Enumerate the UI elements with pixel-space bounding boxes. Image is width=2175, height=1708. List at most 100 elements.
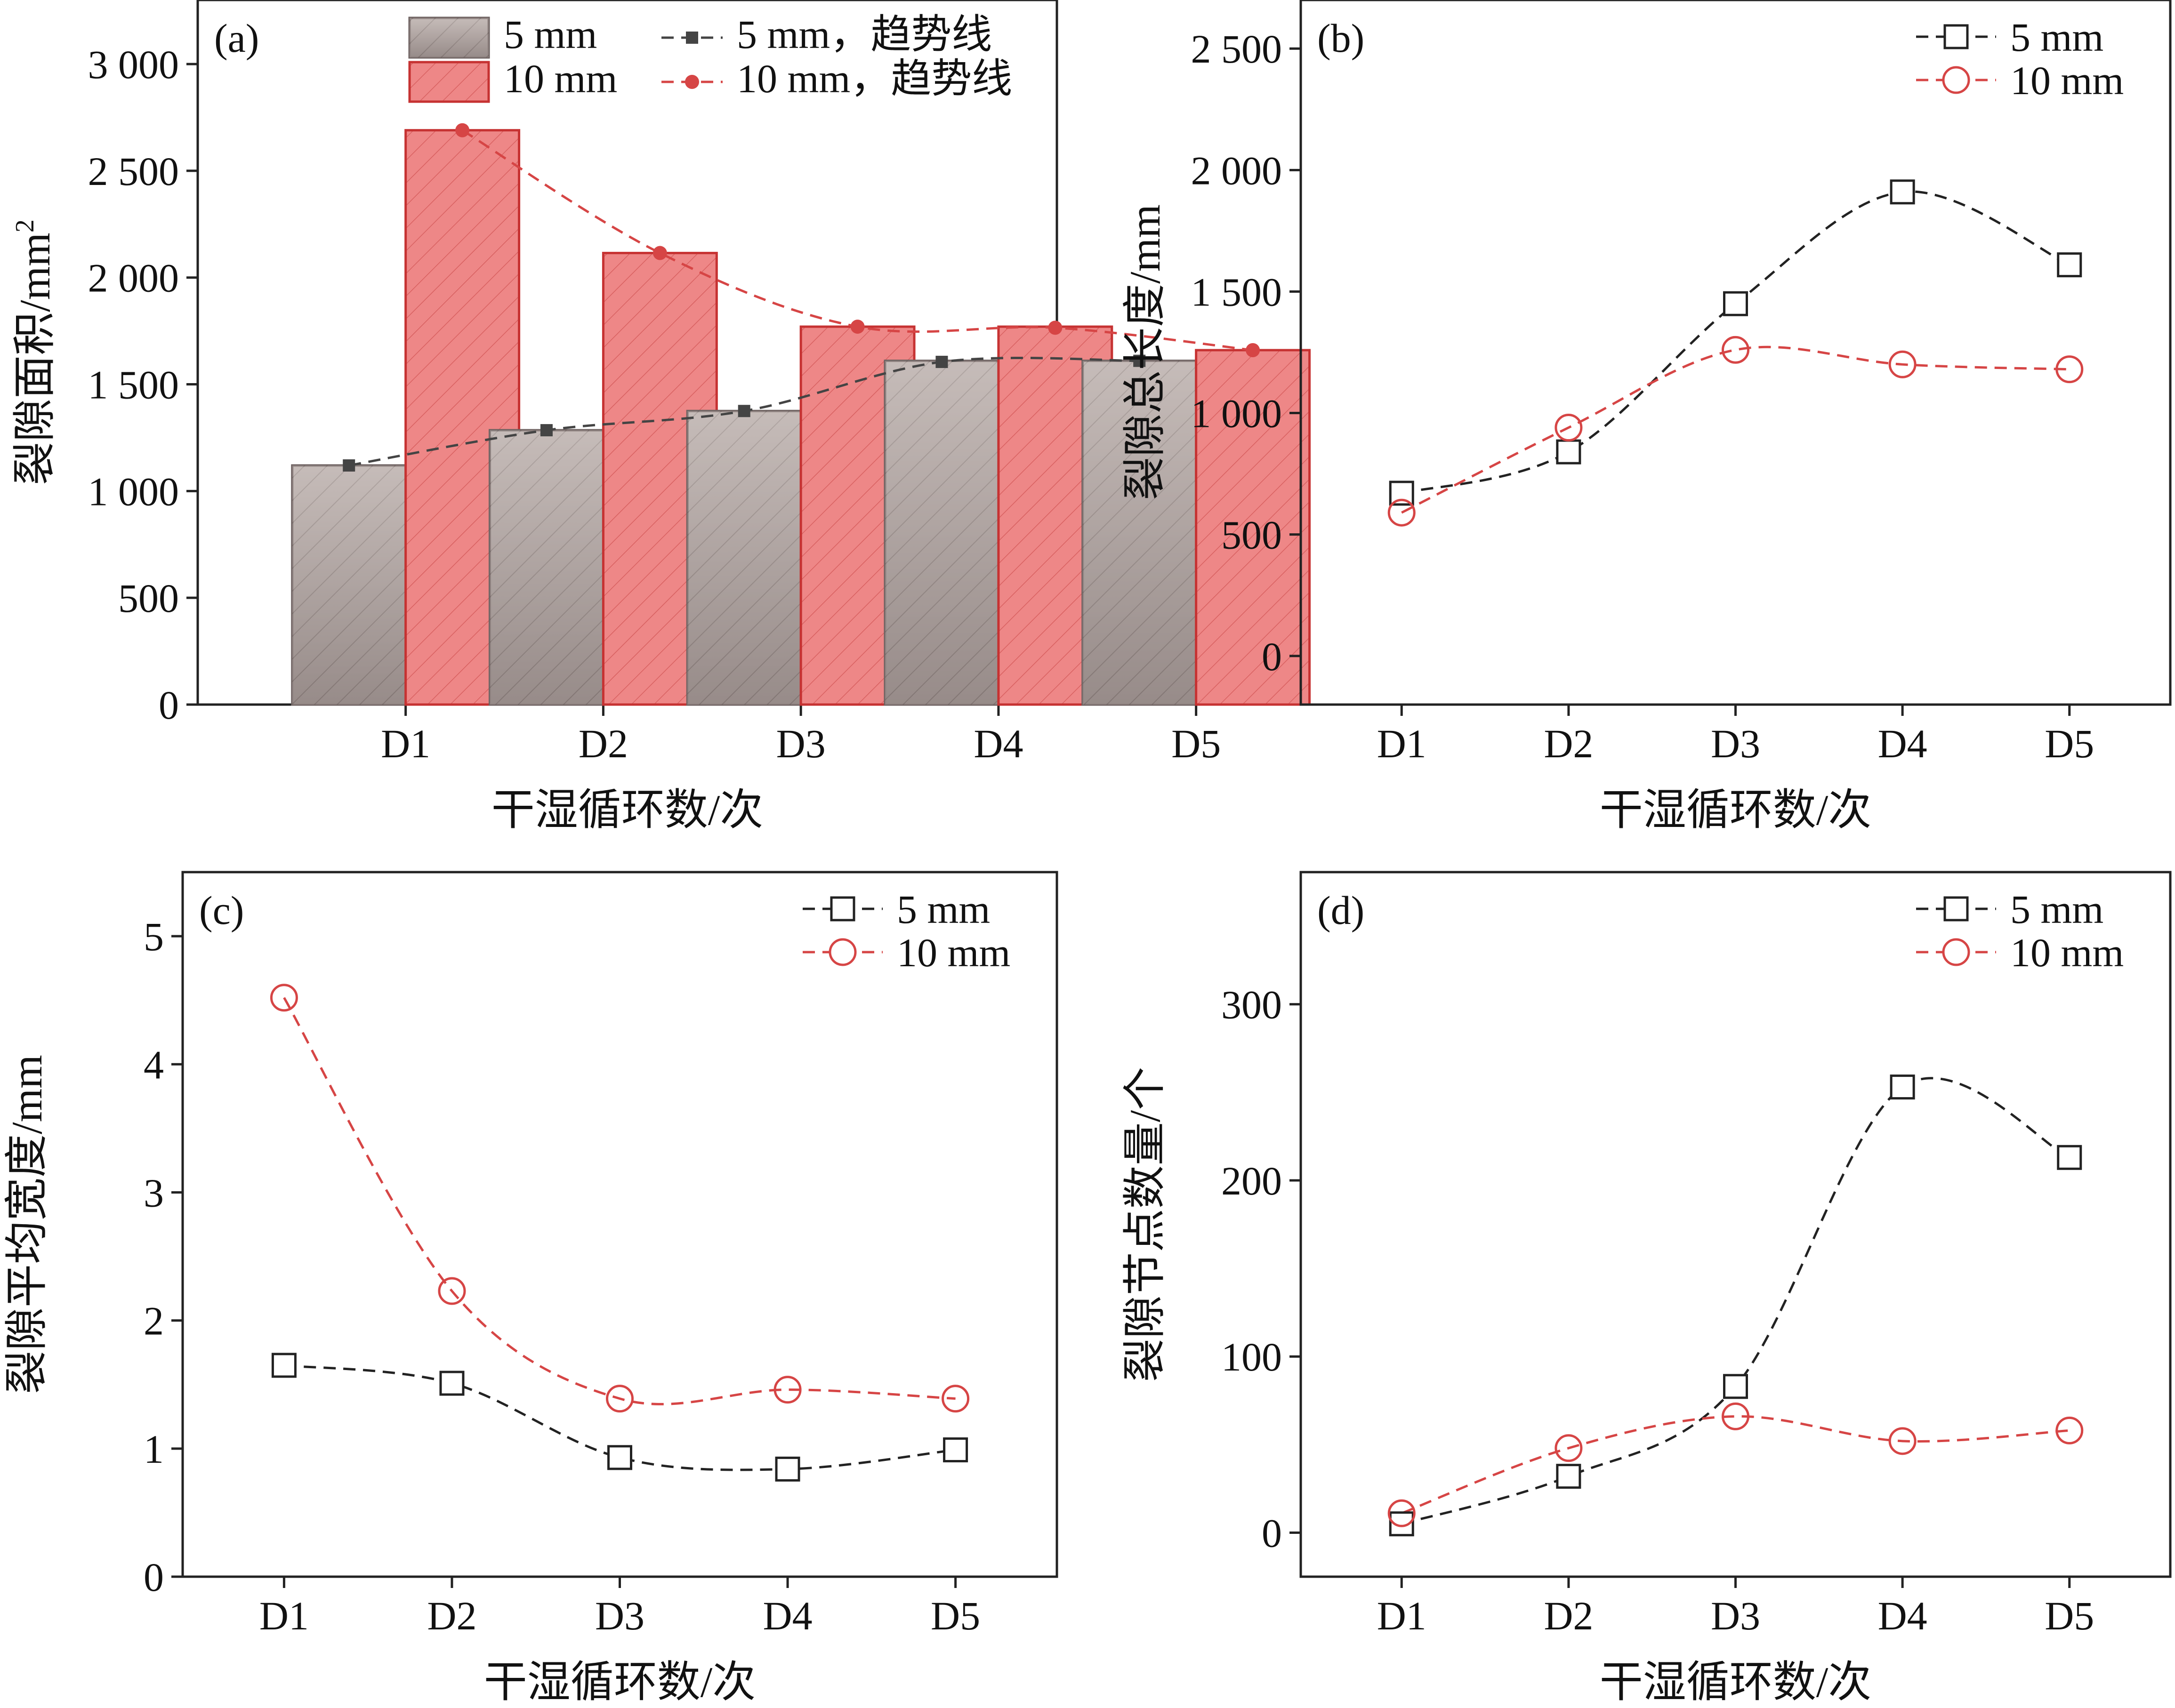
point-10mm-D4 [1888,1427,1917,1455]
x-tick-label: D1 [1377,1593,1426,1638]
axes-frame [1299,871,2172,1578]
x-tick-label: D1 [1377,721,1426,766]
x-tick-label: D3 [776,721,826,766]
x-tick-label: D3 [595,1593,644,1638]
legend-swatch-5mm-hatch [410,18,489,57]
legend-marker-10mm [1942,938,1970,966]
x-tick-label: D4 [974,721,1023,766]
y-tick-label: 0 [159,682,179,728]
y-tick-label: 200 [1221,1158,1282,1203]
y-axis-title-text: 裂隙平均宽度/mm [3,1055,51,1394]
x-tick-label: D2 [579,721,628,766]
y-tick-label: 5 [144,914,164,959]
x-tick-label: D1 [381,721,430,766]
point-10mm-D4 [1888,350,1917,378]
point-5mm-D4 [775,1456,800,1482]
point-10mm-D2 [438,1277,466,1305]
x-axis-title: 干湿循环数/次 [491,786,764,834]
panel-label: (c) [199,888,244,933]
legend-label-trend-5mm: 5 mm，趋势线 [737,12,992,57]
x-tick-label: D3 [1711,1593,1760,1638]
point-10mm-D1 [1387,1499,1416,1527]
trend-point-10mm-D1 [455,123,470,137]
panel-label: (b) [1317,16,1364,61]
legend-label-10mm: 10 mm [2010,58,2124,103]
y-tick-label: 0 [1262,1510,1282,1556]
point-5mm-D4 [1890,179,1915,205]
fit-line-10mm [283,997,956,1405]
legend-label-5mm: 5 mm [504,12,597,57]
fit-line-5mm [1401,1077,2070,1525]
legend-label-10mm: 10 mm [897,930,1010,975]
x-tick-label: D5 [2045,721,2094,766]
y-tick-label: 1 000 [1191,391,1282,436]
y-axis-title-text: 裂隙总长度/mm [1121,204,1169,500]
y-tick-label: 0 [1262,634,1282,679]
bar-5mm-hatch-D3 [687,411,801,705]
x-axis-title: 干湿循环数/次 [1600,1658,1872,1706]
y-tick-label: 2 000 [88,256,179,301]
y-axis-title: 裂隙总长度/mm [1121,204,1169,500]
axes-frame [1299,0,2172,706]
point-5mm-D5 [2057,252,2082,278]
point-5mm-D3 [1723,291,1748,316]
trend-point-5mm-D1 [343,459,355,472]
point-5mm-D5 [2057,1145,2082,1170]
point-10mm-D5 [942,1385,970,1413]
y-tick-label: 0 [144,1555,164,1600]
y-tick-label: 1 [144,1427,164,1472]
point-10mm-D4 [773,1376,802,1404]
point-5mm-D5 [943,1437,968,1463]
y-tick-label: 3 [144,1170,164,1215]
point-5mm-D4 [1890,1075,1915,1100]
trend-point-5mm-D2 [540,424,553,437]
y-tick-label: 1 500 [1191,269,1282,314]
legend-marker-10mm [1942,66,1970,94]
y-tick-label: 500 [118,576,179,621]
y-axis-title: 裂隙面积/mm2 [10,219,59,485]
axes-frame [181,871,1058,1578]
bar-5mm-hatch-D2 [490,430,604,705]
y-tick-label: 3 000 [88,42,179,87]
trend-point-5mm-D5 [1133,354,1146,367]
point-10mm-D5 [2055,355,2084,384]
panel-b: 0 500 1 000 1 500 2 000 2 500 D1 D2 D3 D4 D5 干湿循环数/… [1121,0,2172,834]
point-5mm-D1 [1389,481,1414,506]
x-tick-label: D5 [2045,1593,2094,1638]
y-tick-label: 2 500 [88,149,179,194]
legend-marker-5mm [1943,24,1969,49]
point-5mm-D3 [607,1445,632,1470]
x-tick-label: D5 [931,1593,980,1638]
y-tick-label: 500 [1221,513,1282,558]
point-5mm-D2 [1556,1464,1581,1489]
legend-label-5mm: 5 mm [897,887,990,932]
point-5mm-D2 [1556,439,1581,465]
y-tick-label: 2 500 [1191,26,1282,72]
point-10mm-D2 [1555,1434,1583,1462]
x-tick-label: D4 [763,1593,812,1638]
legend-marker-10mm [829,938,857,966]
panel-label: (d) [1317,888,1364,933]
legend-marker-5mm [1943,896,1969,922]
legend-trend-marker-10mm [685,75,699,89]
trend-point-5mm-D4 [935,355,948,368]
point-10mm-D3 [606,1385,634,1413]
point-10mm-D3 [1722,336,1749,364]
legend-label-10mm: 10 mm [2010,930,2124,975]
point-10mm-D5 [2055,1416,2084,1444]
bar-5mm-hatch-D1 [292,465,406,705]
point-5mm-D3 [1723,1374,1748,1399]
panel-d: 0 100 200 300 D1 D2 D3 D4 D5 干湿循环数/次 裂隙节点数量/个 (d) 5 … [1121,871,2172,1706]
legend-label-5mm: 5 mm [2010,15,2103,60]
trend-point-5mm-D3 [738,405,750,417]
legend-marker-5mm [830,896,855,922]
y-axis-title: 裂隙节点数量/个 [1121,1067,1169,1382]
panel-a: 0 500 1 000 1 500 2 000 2 500 3 000 D1 D2 D3 D4 D5 干… [10,0,1311,834]
y-tick-label: 1 500 [88,362,179,408]
legend-label-10mm: 10 mm [504,56,617,101]
point-5mm-D1 [271,1353,297,1378]
y-tick-label: 300 [1221,982,1282,1027]
legend-label-5mm: 5 mm [2010,887,2103,932]
